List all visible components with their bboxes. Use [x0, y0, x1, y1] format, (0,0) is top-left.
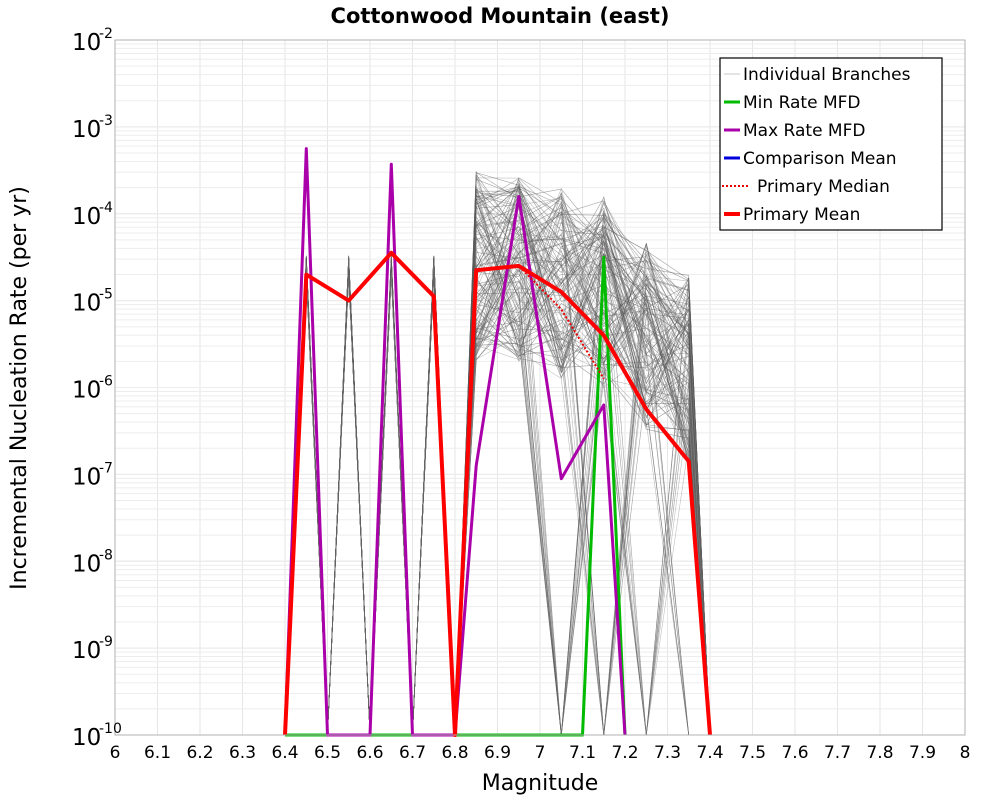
y-tick-base: 10 [72, 30, 101, 56]
y-tick-label: 10-2 [72, 26, 113, 56]
y-tick-exponent: -5 [99, 287, 113, 303]
x-tick-label: 6.1 [144, 743, 171, 763]
y-tick-exponent: -9 [99, 634, 113, 650]
x-tick-label: 6.9 [484, 743, 511, 763]
x-tick-label: 6.2 [186, 743, 213, 763]
y-tick-label: 10-10 [72, 721, 122, 751]
y-tick-exponent: -4 [99, 200, 113, 216]
x-tick-label: 7.8 [866, 743, 893, 763]
y-tick-base: 10 [72, 725, 101, 751]
plot-frame [114, 39, 966, 736]
x-tick-label: 7.9 [909, 743, 936, 763]
legend-label-primary-median: Primary Median [757, 177, 890, 197]
x-tick-label: 8 [960, 743, 971, 763]
y-axis-ticks: 10-210-310-410-510-610-710-810-910-10 [72, 26, 122, 751]
y-tick-exponent: -6 [99, 374, 113, 390]
y-tick-label: 10-8 [72, 547, 113, 577]
legend-label-primary-mean: Primary Mean [743, 205, 860, 225]
primary-mean-line [283, 250, 712, 737]
y-tick-label: 10-6 [72, 374, 113, 404]
x-tick-label: 6.6 [356, 743, 383, 763]
legend-box [719, 57, 943, 231]
x-tick-label: 6 [110, 743, 121, 763]
y-tick-base: 10 [72, 464, 101, 490]
x-tick-label: 6.5 [314, 743, 341, 763]
y-tick-label: 10-9 [72, 634, 113, 664]
x-tick-label: 7.7 [824, 743, 851, 763]
legend-label-individual-branches: Individual Branches [743, 65, 911, 85]
x-tick-label: 7 [535, 743, 546, 763]
x-tick-label: 7.2 [611, 743, 638, 763]
legend: Individual Branches Min Rate MFD Max Rate … [719, 57, 943, 231]
y-tick-label: 10-4 [72, 200, 113, 230]
x-tick-label: 7.3 [654, 743, 681, 763]
y-tick-exponent: -8 [99, 547, 113, 563]
y-tick-base: 10 [72, 291, 101, 317]
x-tick-label: 7.5 [739, 743, 766, 763]
y-tick-base: 10 [72, 117, 101, 143]
y-tick-base: 10 [72, 378, 101, 404]
legend-label-min-rate-mfd: Min Rate MFD [743, 93, 861, 113]
y-tick-exponent: -10 [99, 721, 122, 737]
x-tick-label: 6.7 [399, 743, 426, 763]
y-tick-base: 10 [72, 551, 101, 577]
legend-label-max-rate-mfd: Max Rate MFD [743, 121, 865, 141]
x-tick-label: 6.3 [229, 743, 256, 763]
x-axis-ticks: 6 6.1 6.2 6.3 6.4 6.5 6.6 6.7 6.8 6.9 7 7.1 7.2 7.3 7.… [110, 743, 971, 763]
x-tick-label: 7.4 [696, 743, 723, 763]
y-tick-exponent: -3 [99, 113, 113, 129]
x-tick-label: 6.8 [441, 743, 468, 763]
y-tick-base: 10 [72, 638, 101, 664]
y-tick-label: 10-7 [72, 460, 113, 490]
x-tick-label: 6.4 [271, 743, 298, 763]
y-axis-label: Incremental Nucleation Rate (per yr) [7, 186, 32, 590]
y-tick-base: 10 [72, 204, 101, 230]
y-tick-exponent: -7 [99, 460, 113, 476]
x-axis-label: Magnitude [482, 771, 599, 796]
y-tick-exponent: -2 [99, 26, 113, 42]
x-tick-label: 7.6 [781, 743, 808, 763]
legend-label-comparison-mean: Comparison Mean [743, 149, 897, 169]
y-tick-label: 10-5 [72, 287, 113, 317]
y-tick-label: 10-3 [72, 113, 113, 143]
chart-title: Cottonwood Mountain (east) [331, 4, 670, 28]
x-tick-label: 7.1 [569, 743, 596, 763]
